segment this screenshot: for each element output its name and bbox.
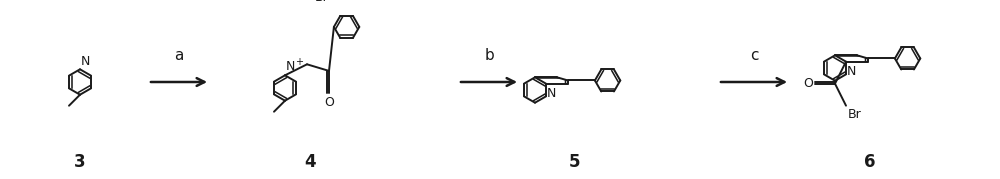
Text: 6: 6 [864,153,876,171]
Text: 4: 4 [304,153,316,171]
Text: N: N [81,55,90,68]
Text: c: c [750,47,758,62]
Text: N: N [847,65,856,78]
Text: a: a [174,47,184,62]
Text: 3: 3 [74,153,86,171]
Text: N: N [286,60,295,73]
Text: Br: Br [848,108,862,121]
Text: 5: 5 [569,153,581,171]
Text: O: O [324,96,334,109]
Text: b: b [484,47,494,62]
Text: Br: Br [315,0,329,4]
Text: O: O [803,77,813,90]
Text: N: N [547,87,556,100]
Text: +: + [295,57,303,67]
Text: ⁻: ⁻ [339,0,345,2]
